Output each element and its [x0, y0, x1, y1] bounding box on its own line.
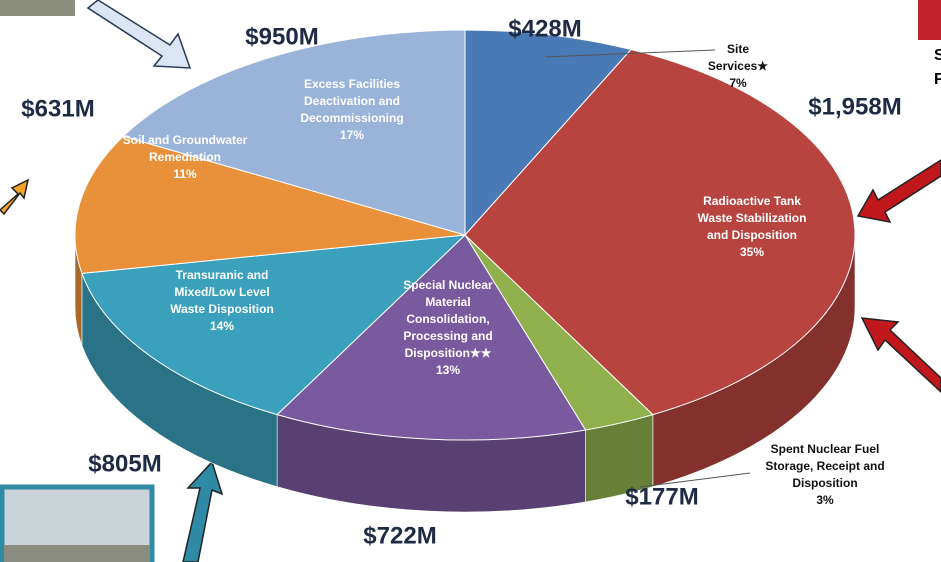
slice-label: and Disposition	[707, 228, 797, 242]
amount-label: $631M	[21, 95, 94, 122]
value-label: 13%	[436, 363, 460, 377]
photo	[0, 0, 75, 16]
amount-label: $177M	[625, 483, 698, 510]
arrow	[183, 462, 222, 562]
value-label: 3%	[816, 493, 834, 507]
slice-label: Disposition	[792, 476, 857, 490]
slice-label: Material	[425, 295, 470, 309]
slice-label: Mixed/Low Level	[174, 285, 269, 299]
slice-label: Radioactive Tank	[703, 194, 801, 208]
slice-label: Storage, Receipt and	[765, 459, 884, 473]
slice-label: Consolidation,	[406, 312, 489, 326]
slice-label: Waste Disposition	[170, 302, 274, 316]
slice-label: Soil and Groundwater	[123, 133, 248, 147]
slice-label: Spent Nuclear Fuel	[771, 442, 880, 456]
chart: S F Site Services★ 7% $428M Radioactive Tank…	[0, 0, 941, 562]
photo	[4, 545, 150, 562]
value-label: 35%	[740, 245, 764, 259]
amount-label: $1,958M	[808, 93, 901, 120]
slice-label: Services★	[708, 59, 768, 73]
slice-label: Processing and	[403, 329, 492, 343]
value-label: 17%	[340, 128, 364, 142]
slice-label: Site	[727, 42, 749, 56]
fragment: S	[934, 47, 941, 64]
slice-label: Decommissioning	[300, 111, 403, 125]
slice-label: Special Nuclear	[403, 278, 493, 292]
arrow	[0, 180, 28, 214]
fragment: F	[934, 71, 941, 88]
amount-label: $722M	[363, 522, 436, 549]
slice-label: Remediation	[149, 150, 221, 164]
arrow	[858, 160, 941, 222]
slice-label: Waste Stabilization	[698, 211, 807, 225]
slice-label: Excess Facilities	[304, 77, 400, 91]
value-label: 14%	[210, 319, 234, 333]
arrow	[88, 0, 190, 68]
amount-label: $805M	[88, 450, 161, 477]
slice-label: Transuranic and	[176, 268, 269, 282]
red-box	[918, 0, 941, 40]
arrow	[862, 318, 941, 392]
slice-label: Disposition★★	[405, 346, 492, 360]
amount-label: $950M	[245, 23, 318, 50]
slice-label: Deactivation and	[304, 94, 400, 108]
value-label: 7%	[729, 76, 747, 90]
amount-label: $428M	[508, 15, 581, 42]
value-label: 11%	[173, 167, 197, 181]
